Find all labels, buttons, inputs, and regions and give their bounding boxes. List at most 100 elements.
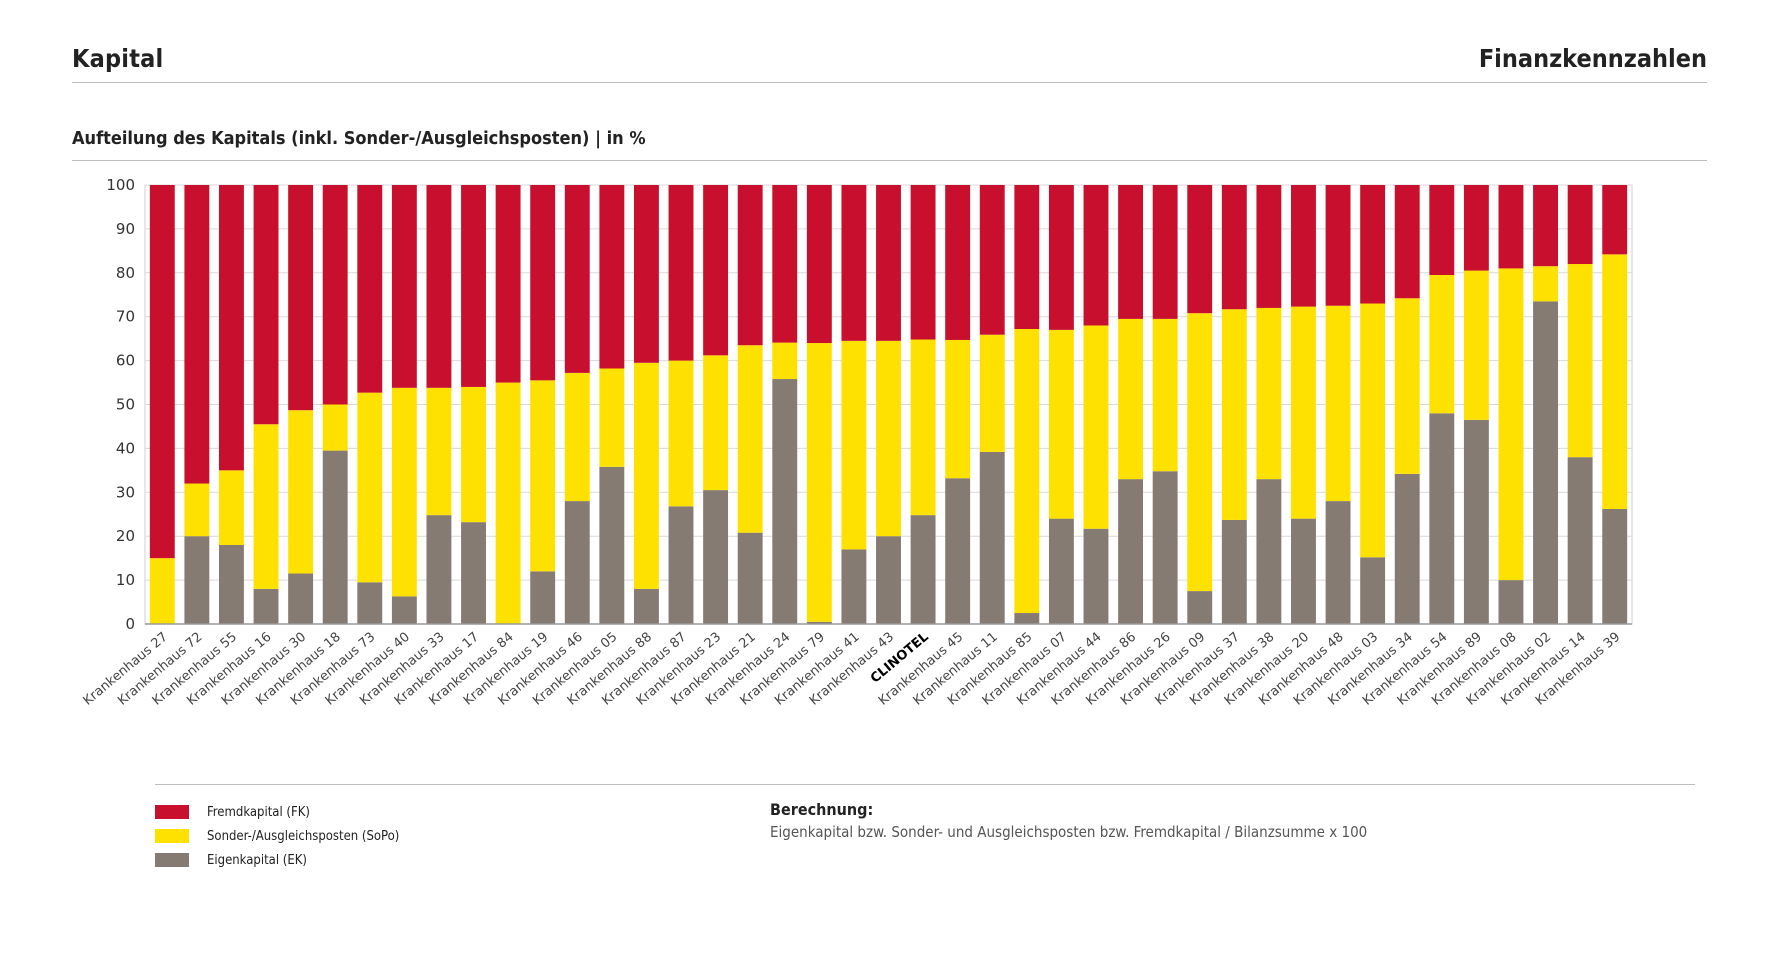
bar-segment-sopo [391,387,417,597]
bar-segment-sopo [1602,254,1628,509]
bar-segment-fk [979,185,1005,335]
bar-segment-sopo [1291,306,1316,519]
bar-segment-ek [1118,479,1144,624]
bar-segment-sopo [876,340,901,537]
bar-segment-fk [1118,185,1144,319]
bar-segment-fk [1014,185,1040,329]
bar-segment-fk [1187,185,1213,314]
bar-segment-ek [1014,613,1040,624]
calculation-formula: Eigenkapital bzw. Sonder- und Ausgleichs… [770,823,1368,841]
bar-segment-fk [495,185,521,383]
bar-segment-fk [1463,185,1489,271]
bar-segment-sopo [149,558,175,624]
bar-segment-sopo [357,392,383,583]
bar-segment-sopo [806,343,832,622]
chart-title: Aufteilung des Kapitals (inkl. Sonder-/A… [72,128,646,149]
bar-segment-sopo [772,342,798,380]
legend-label-fk: Fremdkapital (FK) [207,804,310,820]
bar-segment-sopo [495,382,521,624]
bar-segment-fk [668,185,694,361]
legend-item-ek: Eigenkapital (EK) [155,848,399,872]
y-tick-label: 30 [116,483,135,501]
bar-segment-ek [841,549,867,624]
bar-segment-sopo [1083,325,1109,529]
bar-segment-sopo [599,368,625,467]
legend-divider [155,784,1695,785]
bar-segment-ek [668,506,694,624]
bar-segment-sopo [1048,329,1074,519]
bar-segment-ek [979,451,1005,624]
bar-segment-ek [461,522,486,624]
bar-segment-ek [703,490,729,624]
page-title: Kapital [72,44,164,73]
bar-segment-sopo [841,340,867,550]
bar-segment-fk [530,185,556,381]
bar-segment-ek [1152,471,1178,624]
bar-segment-ek [1567,457,1593,624]
bar-segment-ek [633,588,659,624]
legend-label-sopo: Sonder-/Ausgleichsposten (SoPo) [207,828,400,844]
bar-segment-fk [1602,185,1628,255]
y-tick-label: 60 [116,352,135,370]
bar-segment-fk [426,185,452,388]
bar-segment-sopo [1118,318,1144,480]
bar-segment-sopo [253,424,279,589]
y-tick-label: 0 [125,615,135,633]
bar-segment-fk [1256,185,1282,308]
header-divider [72,82,1707,83]
bar-segment-sopo [530,380,556,572]
y-tick-label: 80 [116,264,135,282]
bar-segment-fk [1498,185,1524,269]
legend-item-fk: Fremdkapital (FK) [155,800,399,824]
legend-item-sopo: Sonder-/Ausgleichsposten (SoPo) [155,824,399,848]
bar-segment-fk [1083,185,1109,326]
bar-segment-ek [1602,508,1628,624]
bar-segment-fk [806,185,832,344]
y-tick-label: 20 [116,527,135,545]
bar-segment-ek [322,450,348,624]
bar-segment-ek [219,544,244,624]
bar-segment-ek [253,588,279,624]
bar-segment-fk [1221,185,1247,310]
bar-segment-ek [1256,479,1282,624]
bar-segment-sopo [979,334,1005,452]
bar-segment-fk [1048,185,1074,330]
y-tick-label: 70 [116,308,135,326]
bar-segment-fk [1152,185,1178,319]
bar-segment-sopo [1221,309,1247,520]
bar-segment-ek [391,596,417,624]
bar-segment-ek [530,571,556,624]
bar-segment-sopo [1014,328,1040,614]
bar-segment-sopo [1394,298,1420,474]
bar-segment-ek [564,501,590,624]
chart-legend: Fremdkapital (FK) Sonder-/Ausgleichspost… [155,800,399,872]
bar-segment-fk [772,185,798,343]
bar-segment-sopo [219,470,244,545]
bar-segment-fk [1429,185,1455,275]
bar-segment-ek [1394,473,1420,624]
bar-segment-fk [1394,185,1420,299]
bar-segment-sopo [426,387,452,516]
bar-segment-sopo [1360,303,1386,558]
bar-segment-ek [1048,518,1074,624]
bar-segment-fk [599,185,625,369]
bar-segment-sopo [1567,264,1593,458]
bar-segment-ek [599,466,625,624]
y-tick-label: 10 [116,571,135,589]
bar-segment-sopo [1152,318,1178,472]
calculation-title: Berechnung: [770,800,874,819]
bar-segment-fk [910,185,936,340]
bar-segment-ek [1291,518,1316,624]
bar-segment-sopo [1429,274,1455,414]
bar-segment-ek [876,536,901,624]
bar-segment-ek [1463,419,1489,624]
bar-segment-fk [219,185,244,471]
chart-title-divider [72,160,1707,161]
bar-segment-fk [945,185,971,340]
bar-segment-sopo [1325,305,1351,502]
y-tick-label: 100 [106,176,135,194]
bar-segment-ek [1221,519,1247,624]
bar-segment-sopo [184,483,210,537]
bar-segment-ek [910,515,936,624]
